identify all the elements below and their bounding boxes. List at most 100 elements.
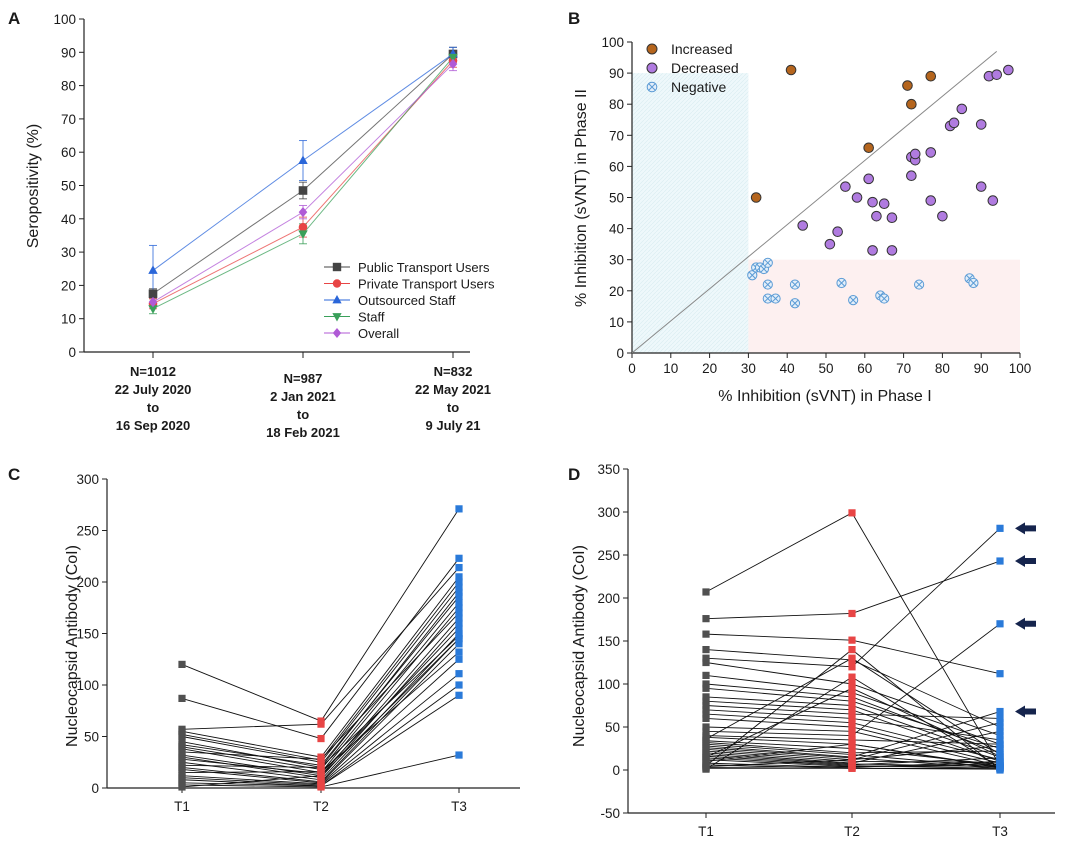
panel-d-data-point (996, 707, 1004, 716)
panel-b-decreased-point (991, 69, 1003, 80)
panel-b-negative-point (789, 298, 801, 309)
panel-c-data-point (455, 670, 463, 678)
negative-marker-cross (970, 279, 977, 287)
panel-d-data-point (996, 732, 1004, 740)
panel-d-data-point (702, 630, 710, 638)
panel-b-decreased-point (840, 181, 851, 192)
panel-d-data-point (996, 727, 1004, 735)
panel-d-data-point (848, 740, 856, 748)
panel-a-x-category-label: N=832 (434, 364, 473, 379)
panel-b-x-tick-label: 80 (935, 361, 950, 376)
panel-b-negative-point (848, 295, 859, 306)
panel-d-y-axis-label: Nucleocapsid Antibody (CoI) (571, 545, 588, 747)
negative-marker-cross (915, 281, 923, 288)
panel-d-y-tick-label: -50 (600, 806, 620, 821)
panel-a-y-tick-label: 30 (61, 245, 76, 260)
panel-b-negative-point (762, 257, 773, 268)
panel-a-y-tick-label: 0 (68, 345, 76, 360)
panel-c-data-point (455, 588, 463, 596)
panel-b-decreased-point (867, 245, 878, 256)
panel-a-y-tick-label: 40 (61, 212, 76, 227)
panel-c-data-point (317, 734, 325, 743)
panel-c-subject-line (181, 567, 460, 730)
panel-b-negative-point (968, 277, 979, 289)
panel-c-data-point (455, 614, 463, 622)
panel-b-identity-line (631, 50, 998, 354)
panel-a-x-category-label: to (447, 400, 459, 415)
panel-b-legend-label: Decreased (671, 60, 739, 76)
panel-a-data-point (298, 230, 308, 239)
panel-b-decreased-point (975, 119, 987, 130)
negative-marker-cross (791, 299, 799, 307)
panel-b-legend: Increased Decreased Negative (646, 41, 739, 95)
panel-d-y-tick-label: 50 (605, 720, 620, 735)
panel-a-data-point (148, 265, 158, 274)
panel-d-data-point (702, 753, 710, 761)
panel-b-negative-point (762, 279, 773, 290)
panel-a-x-category-label: 16 Sep 2020 (116, 418, 190, 433)
panel-d-highlight-arrow-icon (1015, 555, 1036, 568)
panel-b-negative-point (836, 277, 847, 289)
panel-c-subject-line (181, 576, 460, 758)
panel-b-decreased-point (851, 192, 863, 203)
panel-b-increased-point (863, 142, 874, 154)
panel-letter-a: A (8, 9, 20, 28)
panel-c-data-point (455, 619, 463, 627)
panel-d-data-point (702, 658, 710, 667)
negative-marker-cross (748, 271, 756, 279)
panel-a-data-point (448, 58, 458, 70)
panel-b-shaded-region-hatch (632, 73, 749, 353)
panel-c-y-axis-label: Nucleocapsid Antibody (CoI) (64, 545, 81, 747)
negative-marker-cross (880, 295, 888, 302)
panel-b-legend-marker (646, 62, 658, 74)
panel-b-y-tick-label: 70 (609, 128, 624, 143)
panel-d-y-tick-label: 350 (597, 462, 620, 477)
panel-letter-d: D (568, 465, 580, 484)
panel-c-data-point (455, 583, 463, 591)
panel-d-data-point (702, 684, 710, 692)
panel-b-decreased-point (937, 210, 948, 222)
panel-d-data-point (702, 693, 710, 701)
panel-b-decreased-point (832, 226, 843, 238)
panel-a-data-point (298, 206, 308, 218)
panel-b-x-tick-label: 50 (818, 361, 833, 376)
panel-d-data-point (848, 680, 856, 688)
panel-c-data-point (455, 554, 463, 562)
panel-a-data-point (148, 296, 158, 308)
panel-d-highlight-arrow-icon (1015, 522, 1036, 535)
panel-d-data-point (848, 710, 856, 718)
panel-d-data-point (996, 557, 1004, 565)
panel-b-decreased-point (925, 195, 937, 206)
panel-a-legend-label: Overall (358, 326, 399, 341)
panel-b-decreased-point (824, 238, 836, 250)
panel-d-highlight-arrow-icon (1015, 617, 1036, 630)
panel-a-legend-label: Staff (358, 310, 385, 325)
panel-d-data-point (848, 663, 856, 671)
panel-c-data-point (178, 694, 186, 702)
panel-b-y-axis-label: % Inhibition (sVNT) in Phase II (573, 89, 590, 307)
panel-b-increased-point (906, 98, 917, 110)
panel-b-x-axis-label: % Inhibition (sVNT) in Phase I (718, 388, 931, 405)
panel-d-data-point (702, 710, 710, 718)
panel-c-data-point (317, 763, 325, 771)
panel-b-y-tick-label: 90 (609, 66, 624, 81)
panel-b-x-tick-label: 30 (741, 361, 756, 376)
panel-b-y-tick-label: 80 (609, 97, 624, 112)
panel-c-y-tick-label: 0 (91, 781, 99, 796)
panel-c-data-point (455, 691, 463, 699)
panel-a-x-category-label: 18 Feb 2021 (266, 425, 340, 440)
panel-b-negative-point (770, 293, 781, 304)
panel-d-nucleocapsid-chart: Nucleocapsid Antibody (CoI) -50 0 50 100 150… (571, 462, 1055, 839)
panel-a-x-category-label: 22 May 2021 (415, 382, 491, 397)
panel-a-legend-label: Public Transport Users (358, 260, 490, 275)
panel-d-y-tick-label: 200 (597, 591, 620, 606)
panel-d-data-point (996, 757, 1004, 765)
panel-d-data-point (702, 701, 710, 710)
panel-d-data-point (848, 744, 856, 753)
panel-c-data-point (178, 732, 186, 741)
panel-a-y-tick-label: 100 (53, 12, 76, 27)
panel-d-y-tick-label: 150 (597, 634, 620, 649)
panel-c-data-point (317, 755, 325, 763)
panel-b-y-tick-label: 100 (601, 35, 624, 50)
panel-c-data-point (317, 767, 325, 776)
